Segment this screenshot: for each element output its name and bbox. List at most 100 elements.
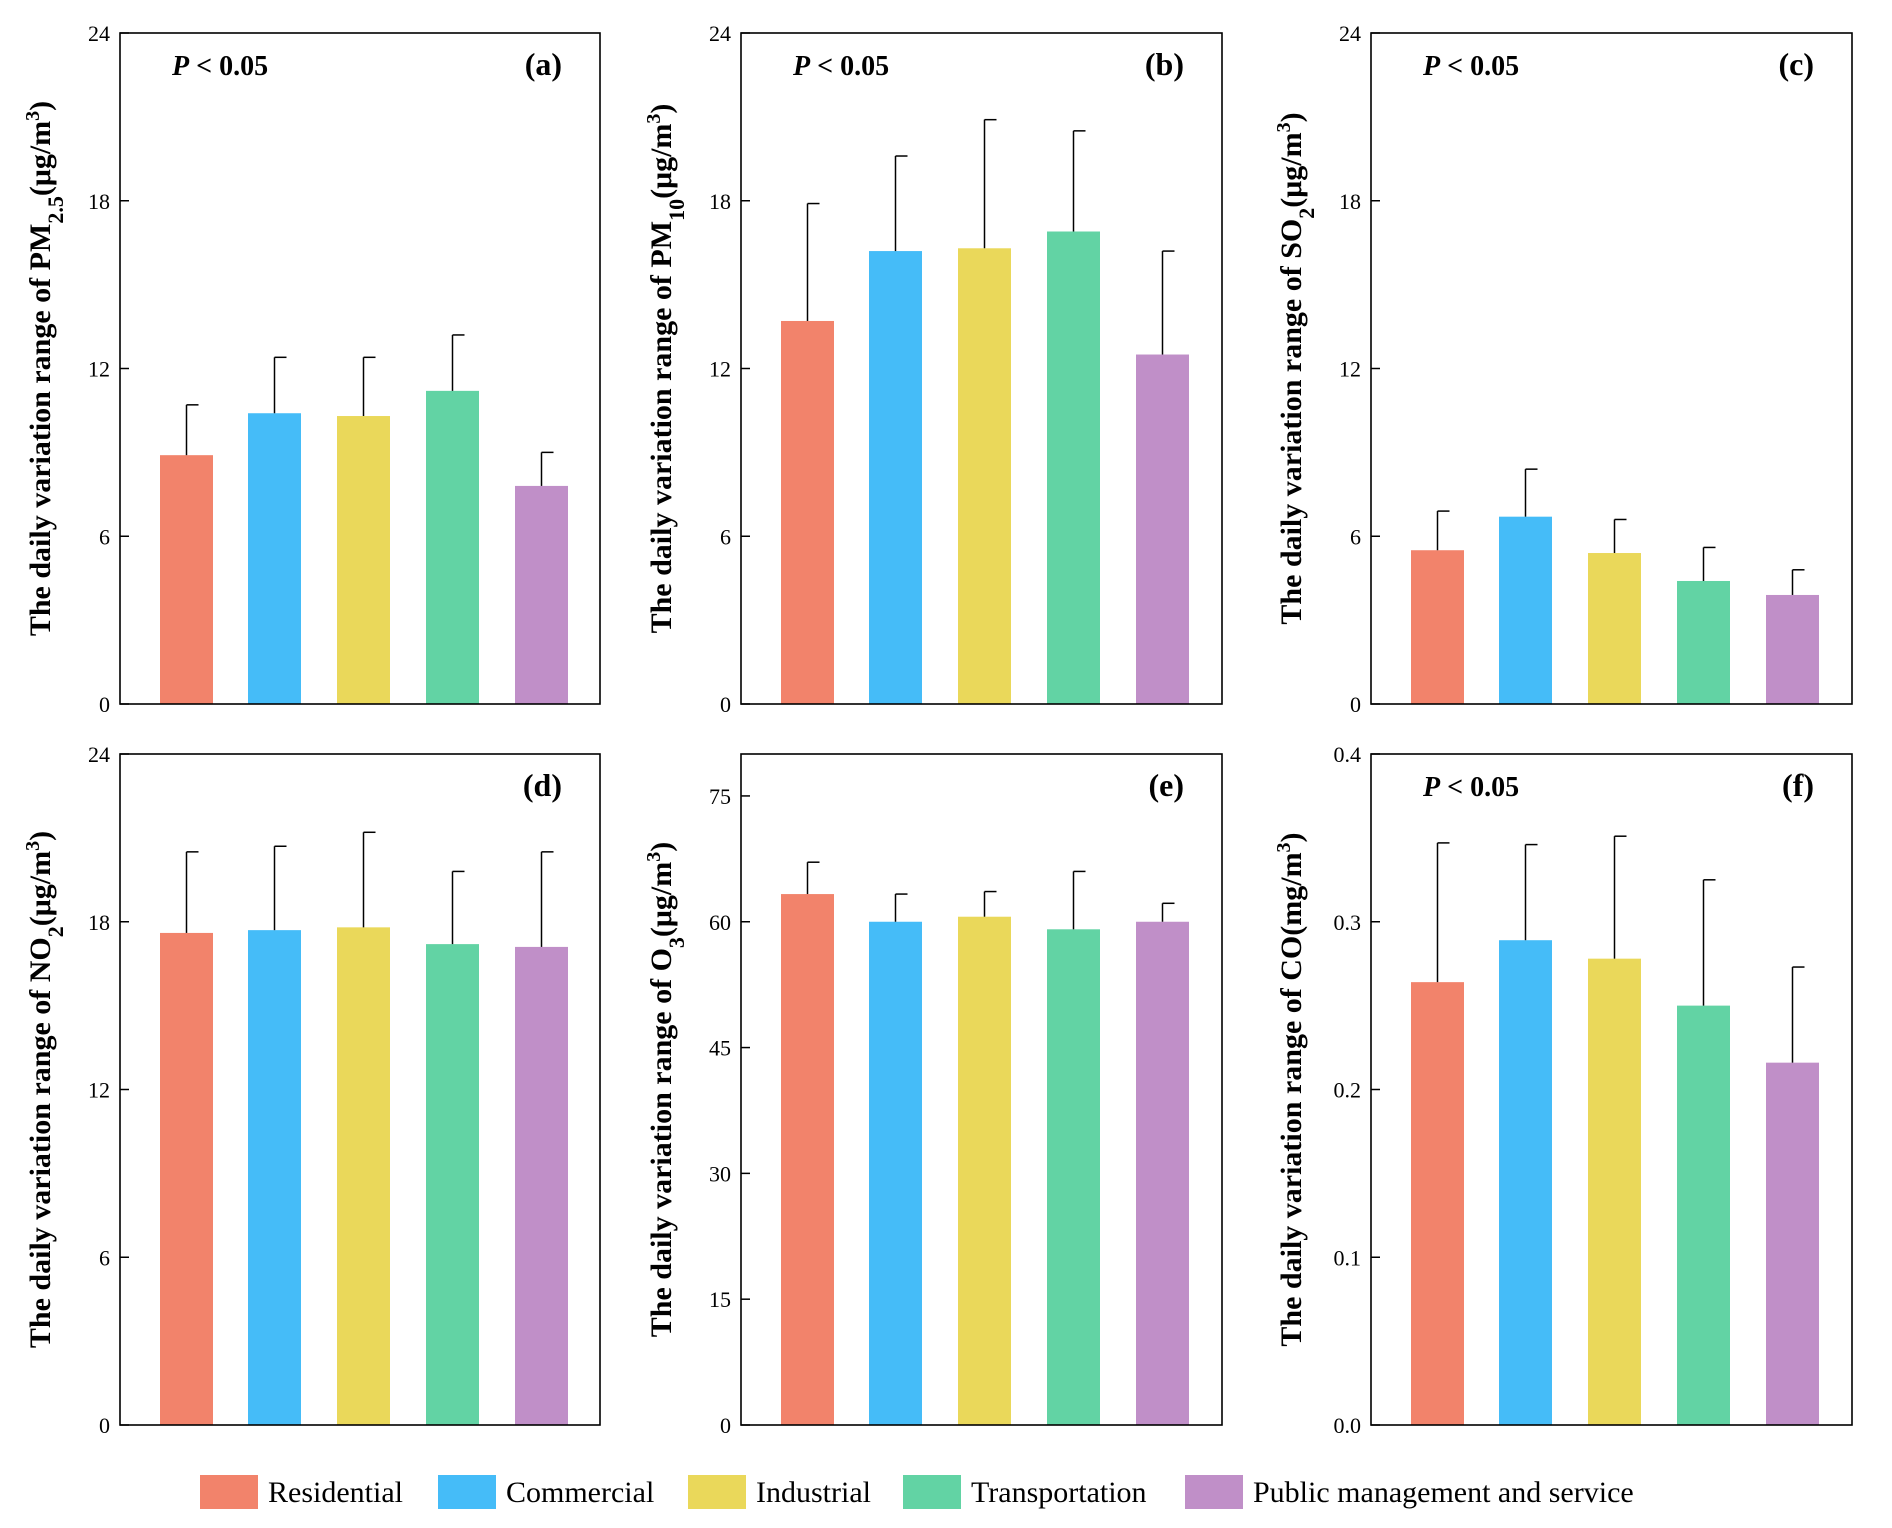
p-value-annotation: P < 0.05 bbox=[792, 51, 889, 82]
y-axis-title-unit: (μg/m bbox=[24, 121, 57, 196]
y-axis-title-sup: 3 bbox=[1273, 122, 1295, 132]
y-tick-label: 18 bbox=[88, 189, 110, 214]
y-tick-label: 12 bbox=[1339, 357, 1361, 382]
panel-letter: (a) bbox=[525, 46, 562, 82]
y-axis-title-unit: (μg/m bbox=[1275, 132, 1308, 207]
y-tick-label: 24 bbox=[709, 21, 731, 46]
y-axis-title-sub: 2.5 bbox=[43, 196, 68, 224]
bar bbox=[781, 894, 834, 1425]
y-axis-title-main: The daily variation range of O bbox=[645, 948, 678, 1337]
plot-frame bbox=[740, 753, 1223, 1426]
legend-swatch bbox=[1185, 1475, 1243, 1509]
bar bbox=[1411, 982, 1464, 1425]
p-value-symbol: P bbox=[1422, 772, 1441, 803]
y-axis-title-main: The daily variation range of SO bbox=[1275, 219, 1308, 625]
y-tick-label: 0.1 bbox=[1334, 1245, 1362, 1270]
panel-letter: (b) bbox=[1145, 46, 1184, 82]
bar bbox=[958, 916, 1011, 1425]
y-tick-label: 0.4 bbox=[1334, 742, 1362, 767]
bar bbox=[869, 251, 922, 704]
legend-swatch bbox=[438, 1475, 496, 1509]
p-value-annotation: P < 0.05 bbox=[1422, 51, 1519, 82]
chart-panel-a: 0 6 12 18 24 The daily variation range of PM2… bbox=[22, 21, 601, 717]
legend-label: Industrial bbox=[756, 1476, 871, 1509]
bar bbox=[1047, 929, 1100, 1425]
y-tick-label: 24 bbox=[88, 21, 110, 46]
y-tick-label: 0.3 bbox=[1334, 910, 1362, 935]
y-tick-label: 0.2 bbox=[1334, 1078, 1362, 1103]
y-axis-title-sup: 3 bbox=[1273, 842, 1295, 852]
y-axis-title-sup: 3 bbox=[643, 114, 665, 124]
p-value-rest: < 0.05 bbox=[1440, 51, 1519, 82]
panel-letter: (f) bbox=[1782, 767, 1814, 803]
y-tick-label: 24 bbox=[1339, 21, 1361, 46]
y-axis-title-sub: 2 bbox=[43, 926, 68, 937]
bar bbox=[1499, 940, 1552, 1425]
y-axis-title-main: The daily variation range of PM bbox=[645, 221, 678, 633]
y-axis-title-main: The daily variation range of CO(mg/m bbox=[1275, 852, 1308, 1346]
p-value-rest: < 0.05 bbox=[189, 51, 268, 82]
y-tick-label: 6 bbox=[720, 524, 731, 549]
chart-panel-f: 0.0 0.1 0.2 0.3 0.4 The daily variation range… bbox=[1273, 742, 1853, 1438]
bar bbox=[869, 921, 922, 1425]
y-axis-title-unit: (μg/m bbox=[24, 851, 57, 926]
y-axis-title-close: ) bbox=[24, 831, 57, 841]
y-tick-label: 24 bbox=[88, 742, 110, 767]
legend-swatch bbox=[903, 1475, 961, 1509]
bar bbox=[1588, 553, 1641, 704]
y-axis-title: The daily variation range of CO(mg/m3) bbox=[1273, 832, 1308, 1346]
y-axis-title-sup: 3 bbox=[22, 111, 44, 121]
y-tick-label: 60 bbox=[709, 910, 731, 935]
bar bbox=[1499, 516, 1552, 704]
y-axis-title: The daily variation range of NO2(μg/m3) bbox=[22, 831, 68, 1348]
y-axis-title-sub: 2 bbox=[1294, 208, 1319, 219]
bar bbox=[337, 927, 390, 1425]
y-axis-title-sub: 3 bbox=[664, 937, 689, 948]
panel-letter: (c) bbox=[1778, 46, 1814, 82]
y-tick-label: 18 bbox=[88, 910, 110, 935]
y-tick-label: 0 bbox=[99, 692, 110, 717]
y-tick-label: 12 bbox=[88, 357, 110, 382]
legend-label: Public management and service bbox=[1253, 1476, 1634, 1509]
y-tick-label: 0.0 bbox=[1334, 1413, 1362, 1438]
bar bbox=[515, 485, 568, 704]
y-axis-title-close: ) bbox=[24, 101, 57, 111]
y-tick-label: 6 bbox=[1350, 524, 1361, 549]
bar bbox=[1766, 594, 1819, 704]
p-value-symbol: P bbox=[1422, 51, 1441, 82]
y-axis-title-close: ) bbox=[1275, 832, 1308, 842]
y-tick-label: 6 bbox=[99, 524, 110, 549]
bar bbox=[248, 930, 301, 1425]
chart-panel-e: 0 15 30 45 60 75 The daily variation range of … bbox=[643, 753, 1223, 1438]
y-tick-label: 0 bbox=[99, 1413, 110, 1438]
legend-swatch bbox=[688, 1475, 746, 1509]
bar bbox=[1677, 1005, 1730, 1425]
bar bbox=[1766, 1062, 1819, 1425]
y-axis-title-sup: 3 bbox=[643, 852, 665, 862]
p-value-rest: < 0.05 bbox=[810, 51, 889, 82]
y-tick-label: 15 bbox=[709, 1287, 731, 1312]
y-axis-title-unit: (μg/m bbox=[645, 862, 678, 937]
p-value-annotation: P < 0.05 bbox=[171, 51, 268, 82]
y-tick-label: 12 bbox=[709, 357, 731, 382]
y-tick-label: 0 bbox=[720, 1413, 731, 1438]
bar bbox=[1136, 921, 1189, 1425]
y-tick-label: 0 bbox=[1350, 692, 1361, 717]
bar bbox=[1047, 231, 1100, 705]
y-tick-label: 75 bbox=[709, 784, 731, 809]
y-axis-title-close: ) bbox=[1275, 112, 1308, 122]
y-tick-label: 0 bbox=[720, 692, 731, 717]
y-axis-title: The daily variation range of PM10(μg/m3) bbox=[643, 104, 689, 634]
bar bbox=[781, 320, 834, 704]
legend-label: Transportation bbox=[971, 1476, 1147, 1509]
bar bbox=[248, 413, 301, 704]
y-axis-title-unit: (μg/m bbox=[645, 124, 678, 199]
p-value-annotation: P < 0.05 bbox=[1422, 772, 1519, 803]
y-axis-title: The daily variation range of O3(μg/m3) bbox=[643, 842, 689, 1338]
y-axis-title-sub: 10 bbox=[664, 199, 689, 221]
bar bbox=[1588, 958, 1641, 1425]
bar bbox=[160, 932, 213, 1425]
y-axis-title-sup: 3 bbox=[22, 841, 44, 851]
chart-panel-c: 0 6 12 18 24 The daily variation range of SO2… bbox=[1273, 21, 1853, 717]
